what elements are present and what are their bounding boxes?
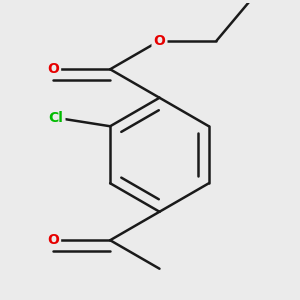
Text: Cl: Cl	[49, 111, 63, 125]
Text: O: O	[47, 62, 59, 76]
Text: O: O	[47, 233, 59, 247]
Text: O: O	[154, 34, 165, 48]
